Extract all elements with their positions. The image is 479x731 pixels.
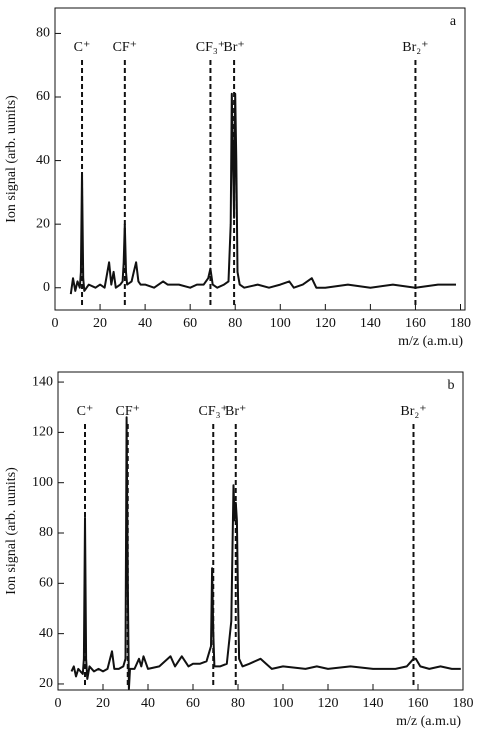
y-tick-label: 100 <box>32 475 53 490</box>
peak-label: C⁺ <box>77 404 94 419</box>
x-tick-label: 80 <box>228 316 242 331</box>
y-tick-label: 40 <box>39 626 53 641</box>
x-tick-label: 40 <box>141 696 155 711</box>
peak-label: CF⁺ <box>115 404 140 419</box>
y-tick-label: 140 <box>32 374 53 389</box>
x-tick-label: 100 <box>273 696 294 711</box>
x-tick-label: 140 <box>360 316 381 331</box>
y-tick-label: 20 <box>39 676 53 691</box>
y-tick-label: 20 <box>36 216 50 231</box>
x-tick-label: 160 <box>408 696 429 711</box>
peak-label: Br⁺ <box>223 40 244 55</box>
panel-label: b <box>448 378 455 393</box>
x-tick-label: 60 <box>186 696 200 711</box>
peak-label: C⁺ <box>74 40 91 55</box>
x-tick-label: 180 <box>453 696 474 711</box>
y-tick-label: 120 <box>32 425 53 440</box>
x-tick-label: 0 <box>52 316 59 331</box>
y-tick-label: 60 <box>39 576 53 591</box>
x-tick-label: 60 <box>183 316 197 331</box>
peak-label: Br⁺ <box>225 404 246 419</box>
y-tick-label: 80 <box>36 26 50 41</box>
x-tick-label: 160 <box>405 316 426 331</box>
x-tick-label: 20 <box>93 316 107 331</box>
peak-label: CF₃⁺ <box>196 40 225 55</box>
y-axis-label: Ion signal (arb. uunits) <box>4 467 19 595</box>
y-axis-label: Ion signal (arb. uunits) <box>4 95 19 223</box>
peak-label: Br₂⁺ <box>400 404 426 419</box>
plot-frame <box>57 371 464 691</box>
y-tick-label: 60 <box>36 89 50 104</box>
y-tick-label: 40 <box>36 153 50 168</box>
x-tick-label: 140 <box>363 696 384 711</box>
x-tick-label: 80 <box>231 696 245 711</box>
peak-label: CF⁺ <box>113 40 138 55</box>
x-tick-label: 180 <box>450 316 471 331</box>
peak-label: CF₃⁺ <box>199 404 228 419</box>
x-axis-label: m/z (a.m.u) <box>398 334 463 349</box>
peak-label: Br₂⁺ <box>402 40 428 55</box>
plot-frame <box>54 7 466 311</box>
x-tick-label: 120 <box>318 696 339 711</box>
panel-label: a <box>450 14 457 29</box>
x-tick-label: 40 <box>138 316 152 331</box>
ion-signal-trace <box>70 416 461 690</box>
x-tick-label: 120 <box>315 316 336 331</box>
x-tick-label: 100 <box>270 316 291 331</box>
ion-signal-trace <box>69 92 456 295</box>
x-axis-label: m/z (a.m.u) <box>396 714 461 729</box>
x-tick-label: 0 <box>55 696 62 711</box>
y-tick-label: 0 <box>43 280 50 295</box>
y-tick-label: 80 <box>39 525 53 540</box>
x-tick-label: 20 <box>96 696 110 711</box>
